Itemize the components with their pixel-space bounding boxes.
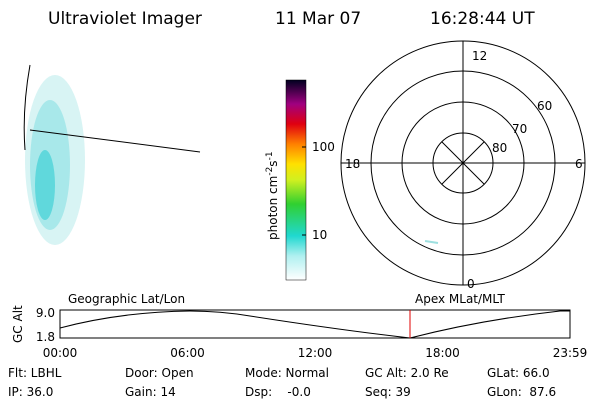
uv-image — [23, 64, 201, 245]
x-tick-label: 18:00 — [425, 346, 460, 360]
y-tick-label: 9.0 — [36, 306, 55, 320]
polar-label: 80 — [492, 141, 507, 155]
date: 11 Mar 07 — [275, 9, 361, 29]
info-field: GC Alt: 2.0 Re — [365, 366, 449, 380]
info-field: GLat: 66.0 — [487, 366, 550, 380]
info-field: GLon: 87.6 — [487, 385, 556, 399]
info-field: IP: 36.0 — [8, 385, 53, 399]
polar-label: 18 — [345, 157, 360, 171]
plot-frame — [59, 309, 571, 339]
colorbar-tick-label: 100 — [312, 140, 335, 154]
colorbar-tick-label: 10 — [312, 228, 327, 242]
colorbar — [285, 79, 307, 281]
x-tick-label: 23:59 — [553, 346, 588, 360]
info-field: Mode: Normal — [245, 366, 329, 380]
y-tick-label: 1.8 — [36, 330, 55, 344]
info-field: Seq: 39 — [365, 385, 411, 399]
polar-grid — [340, 40, 586, 286]
x-tick-label: 12:00 — [298, 346, 333, 360]
info-field: Dsp: -0.0 — [245, 385, 311, 399]
time: 16:28:44 UT — [430, 9, 535, 29]
polar-emission — [424, 240, 439, 244]
info-field: Door: Open — [125, 366, 194, 380]
info-field: Flt: LBHL — [8, 366, 62, 380]
instrument: Ultraviolet Imager — [48, 9, 202, 29]
altitude-curve — [59, 310, 570, 339]
plot-title: Apex MLat/MLT — [415, 292, 505, 306]
y-axis-label: GC Alt — [11, 305, 25, 343]
polar-label: 0 — [467, 277, 475, 291]
polar-label: 60 — [537, 99, 552, 113]
plot-title: Geographic Lat/Lon — [68, 292, 185, 306]
colorbar-label: photon cm-2s-1 — [265, 151, 280, 240]
info-field: Gain: 14 — [125, 385, 176, 399]
x-tick-label: 00:00 — [43, 346, 78, 360]
x-tick-label: 06:00 — [170, 346, 205, 360]
polar-label: 12 — [472, 49, 487, 63]
polar-label: 70 — [512, 122, 527, 136]
polar-label: 6 — [575, 157, 583, 171]
